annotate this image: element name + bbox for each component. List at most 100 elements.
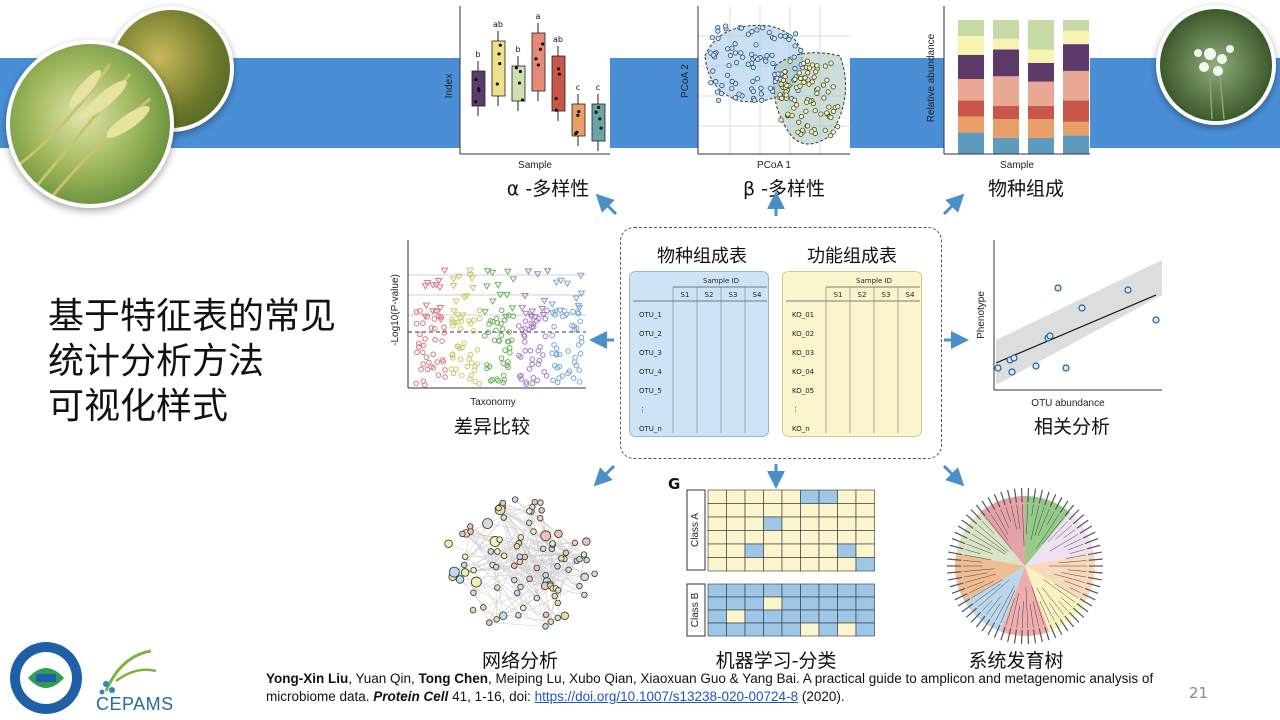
diff-point: [414, 349, 420, 356]
beta-point-group2: [830, 108, 837, 114]
comp-bar-segment: [1063, 20, 1089, 31]
tree-branch: [1036, 587, 1055, 621]
ml-cell-class-b: [837, 622, 857, 637]
diff-point: [449, 319, 455, 325]
network-node: [547, 618, 555, 625]
ml-cell-class-b: [707, 596, 727, 611]
diff-point: [431, 325, 438, 332]
beta-point-group2: [825, 89, 831, 95]
beta-point-group2: [824, 77, 830, 83]
tree-tip-label: [970, 509, 982, 521]
beta-point-group2: [835, 104, 841, 110]
title-line-1: 基于特征表的常见: [48, 296, 337, 337]
diff-triangle: [449, 276, 458, 283]
tree-tip-label: [1044, 491, 1050, 506]
diff-triangle: [440, 267, 449, 275]
ml-cell-class-a: [726, 489, 746, 504]
ml-cell-class-a: [744, 557, 764, 572]
beta-point-group2: [795, 129, 801, 135]
network-node: [513, 589, 521, 597]
diff-point: [577, 350, 584, 357]
tree-branch: [1065, 554, 1087, 559]
table-row-label: KO_02: [792, 330, 814, 338]
ml-cell-class-a: [837, 489, 857, 504]
beta-point-group2: [805, 70, 811, 76]
ml-cell-class-a: [800, 516, 820, 531]
ml-cell-class-a: [726, 503, 746, 518]
beta-point-group1: [792, 31, 799, 37]
tree-tip-label: [949, 544, 964, 550]
diff-point: [474, 361, 480, 367]
network-node: [533, 564, 540, 572]
network-node: [571, 539, 579, 547]
alpha-letter: c: [596, 83, 600, 92]
network-node: [513, 543, 521, 550]
tree-tip-label: [1076, 519, 1089, 529]
diff-point: [565, 348, 571, 354]
network-edge: [552, 542, 575, 546]
alpha-point: [536, 63, 540, 67]
network-edge: [494, 541, 497, 620]
network-edge: [473, 556, 525, 593]
citation-doi-link[interactable]: https://doi.org/10.1007/s13238-020-00724…: [534, 689, 799, 704]
network-node: [517, 534, 525, 541]
network-node: [530, 528, 537, 535]
diff-point: [506, 345, 513, 351]
network-node: [537, 515, 544, 522]
diff-point: [537, 344, 543, 350]
diff-triangle: [527, 313, 536, 321]
beta-point-group1: [729, 45, 735, 51]
tree-tip-label: [1084, 538, 1099, 545]
beta-point-group1: [738, 50, 744, 56]
diff-point: [420, 361, 427, 367]
network-edge: [549, 548, 553, 585]
network-edge: [516, 535, 546, 594]
tree-tip-label: [1068, 509, 1080, 521]
network-node: [492, 563, 500, 571]
diff-point: [551, 362, 558, 369]
alpha-box: [491, 40, 506, 97]
citation-part-1: , Yuan Qin,: [348, 671, 419, 686]
ml-cell-class-b: [744, 596, 764, 611]
tree-branch: [1025, 587, 1029, 628]
beta-point-group2: [784, 83, 790, 89]
tree-branch: [990, 514, 1009, 541]
diff-triangle: [496, 291, 505, 299]
tree-tip-label: [993, 494, 1001, 508]
beta-point-group2: [803, 108, 809, 114]
diff-triangle: [421, 283, 430, 290]
diff-triangle: [533, 271, 542, 278]
tree-tip-label: [1064, 504, 1075, 517]
corr-point: [1152, 316, 1160, 324]
table-column-header: S1: [681, 291, 690, 299]
network-node: [500, 514, 507, 521]
citation: Yong-Xin Liu, Yuan Qin, Tong Chen, Meipi…: [266, 670, 1166, 706]
tree-tip-label: [1007, 628, 1012, 643]
beta-point-group1: [713, 79, 719, 85]
comp-bar-segment: [993, 38, 1019, 50]
alpha-point: [474, 100, 478, 104]
ml-cell-class-a: [726, 557, 746, 572]
diff-point: [498, 307, 505, 314]
ml-cell-class-a: [744, 543, 764, 558]
ml-cell-class-b: [781, 609, 801, 624]
diff-triangle: [482, 283, 491, 290]
diff-triangle: [488, 298, 497, 305]
beta-point-group1: [740, 54, 746, 60]
network-node: [562, 549, 570, 557]
network-node: [554, 599, 561, 607]
ml-panel-letter: G: [668, 475, 681, 493]
diff-point: [549, 332, 556, 339]
ml-cell-class-a: [781, 543, 801, 558]
tree-branch: [1063, 538, 1081, 548]
network-node: [448, 566, 460, 578]
diff-point: [530, 375, 537, 381]
tree-tip-label: [1076, 603, 1089, 613]
comp-bar-segment: [958, 116, 984, 133]
beta-point-group2: [798, 113, 805, 120]
tree-branch: [965, 549, 981, 554]
network-node: [494, 584, 501, 591]
tree-tip-label: [1054, 622, 1063, 635]
tree-clade-sector: [1025, 553, 1095, 601]
ml-cell-class-b: [818, 596, 838, 611]
